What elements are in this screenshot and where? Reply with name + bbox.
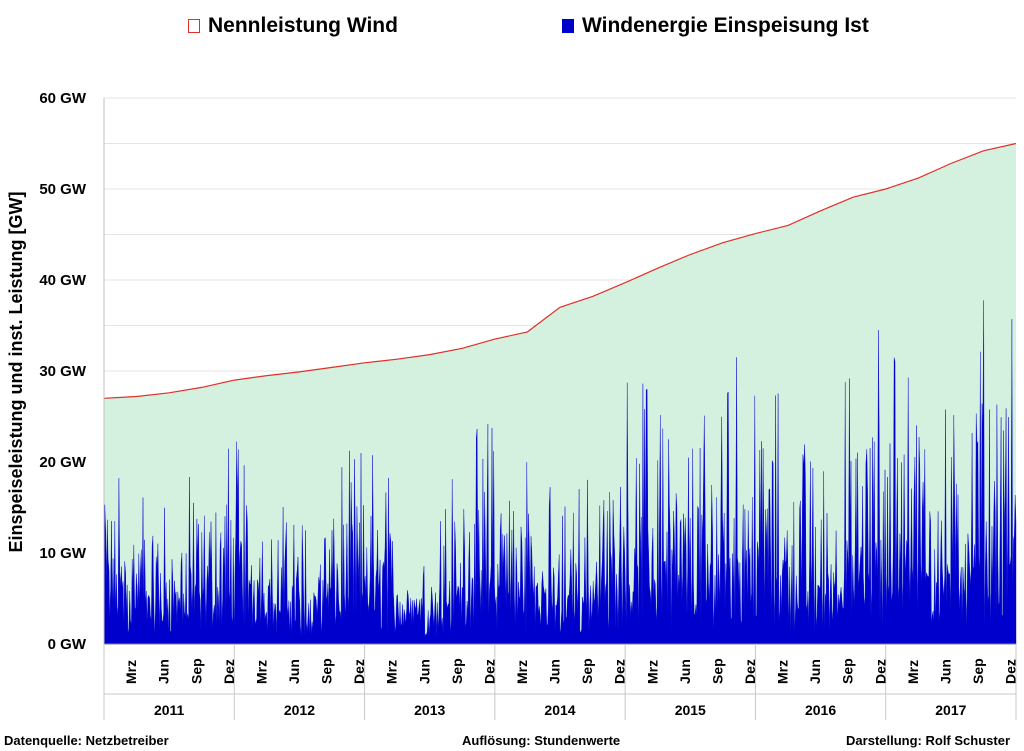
legend-label-capacity: Nennleistung Wind <box>208 14 398 37</box>
month-tick-label: Jun <box>937 659 953 684</box>
year-tick-label: 2015 <box>675 702 706 718</box>
month-tick-label: Mrz <box>123 660 139 684</box>
month-tick-label: Sep <box>449 658 465 684</box>
y-axis-label: Einspeiseleistung und inst. Leistung [GW… <box>6 191 26 552</box>
y-tick-label: 20 GW <box>39 454 87 471</box>
y-tick-label: 60 GW <box>39 90 87 107</box>
year-tick-label: 2012 <box>284 702 315 718</box>
y-tick-label: 10 GW <box>39 545 87 562</box>
month-tick-label: Sep <box>709 658 725 684</box>
y-tick-labels: 0 GW 10 GW 20 GW 30 GW 40 GW 50 GW 60 GW <box>39 90 87 653</box>
capacity-area <box>104 143 1016 644</box>
year-tick-label: 2014 <box>544 702 575 718</box>
y-tick-label: 50 GW <box>39 181 87 198</box>
year-tick-label: 2017 <box>935 702 966 718</box>
month-tick-label: Mrz <box>384 660 400 684</box>
footer-source: Datenquelle: Netzbetreiber <box>4 733 169 748</box>
month-tick-label: Dez <box>221 659 237 684</box>
footer-author: Darstellung: Rolf Schuster <box>846 733 1010 748</box>
legend-label-feedin: Windenergie Einspeisung Ist <box>582 14 869 37</box>
month-tick-label: Jun <box>286 659 302 684</box>
year-tick-label: 2011 <box>154 702 185 718</box>
month-tick-label: Jun <box>677 659 693 684</box>
month-tick-label: Dez <box>742 659 758 684</box>
legend-swatch-feedin <box>562 19 574 33</box>
month-tick-label: Sep <box>188 658 204 684</box>
y-tick-label: 0 GW <box>48 636 87 653</box>
month-tick-label: Dez <box>351 659 367 684</box>
month-tick-label: Mrz <box>644 660 660 684</box>
capacity-line <box>103 142 1017 399</box>
y-tick-label: 30 GW <box>39 363 87 380</box>
month-tick-label: Jun <box>156 659 172 684</box>
y-tick-label: 40 GW <box>39 272 87 289</box>
month-tick-label: Sep <box>840 658 856 684</box>
month-tick-label: Dez <box>872 659 888 684</box>
axes <box>103 98 1017 720</box>
month-tick-label: Dez <box>1003 659 1019 684</box>
legend-swatch-capacity <box>188 19 200 33</box>
year-tick-label: 2016 <box>805 702 836 718</box>
month-tick-label: Sep <box>319 658 335 684</box>
footer-resolution: Auflösung: Stundenwerte <box>462 733 621 748</box>
month-tick-label: Mrz <box>775 660 791 684</box>
month-tick-label: Dez <box>612 659 628 684</box>
month-tick-label: Mrz <box>905 660 921 684</box>
feedin-series <box>103 300 1017 645</box>
month-tick-label: Mrz <box>514 660 530 684</box>
month-tick-label: Sep <box>970 658 986 684</box>
month-tick-label: Dez <box>481 659 497 684</box>
month-tick-label: Sep <box>579 658 595 684</box>
month-tick-label: Jun <box>807 659 823 684</box>
month-tick-label: Jun <box>547 659 563 684</box>
x-tick-labels: Mrz Jun Sep Dez 2011 Mrz Jun Sep Dez 2012 Mrz Jun Se… <box>123 658 1019 718</box>
feedin-area <box>103 300 1017 645</box>
year-tick-label: 2013 <box>414 702 445 718</box>
legend-item-feedin: Windenergie Einspeisung Ist <box>562 14 869 38</box>
legend-item-capacity: Nennleistung Wind <box>188 14 398 38</box>
month-tick-label: Mrz <box>253 660 269 684</box>
month-tick-label: Jun <box>416 659 432 684</box>
